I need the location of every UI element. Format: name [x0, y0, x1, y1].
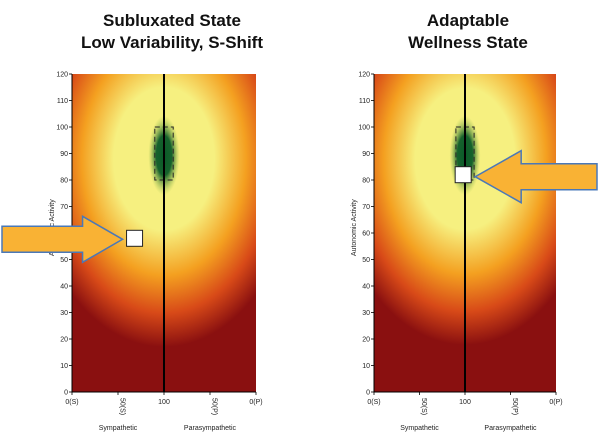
chart-title-right-line-1: Adaptable [426, 11, 510, 30]
chart-title-right-line-2: Wellness State [408, 33, 528, 52]
x-tick-label: 50(S) [119, 398, 126, 415]
x-label-parasympathetic: Parasympathetic [484, 425, 537, 432]
y-tick-label: 120 [358, 72, 370, 79]
x-tick-label: 0(S) [65, 399, 78, 406]
y-tick-label: 80 [362, 178, 370, 185]
y-tick-label: 50 [362, 257, 370, 264]
y-tick-label: 70 [60, 204, 68, 211]
y-tick-label: 0 [366, 390, 370, 397]
chart-panel-0: 01020304050607080901001101200(S)50(S)100… [1, 72, 263, 432]
x-label-sympathetic: Sympathetic [400, 425, 439, 432]
chart-title-right: Adaptable Wellness State [338, 10, 598, 54]
chart-title-left: Subluxated State Low Variability, S-Shif… [42, 10, 302, 54]
y-tick-label: 10 [60, 363, 68, 370]
current-state-marker-1 [454, 166, 472, 184]
x-tick-label: 0(S) [367, 399, 380, 406]
chart-panel-1: 0 10 20 30 40 50 60 70 80 90 100 110 120 0(S) 50(S) 100… [351, 72, 598, 432]
pointer-arrow-0 [1, 215, 125, 264]
y-tick-label: 110 [57, 98, 68, 105]
chart-title-left-line-2: Low Variability, S-Shift [81, 33, 263, 52]
y-tick-label: 50 [60, 257, 68, 264]
pointer-arrow-1 [473, 149, 598, 204]
x-tick-label: 50(P) [511, 398, 518, 415]
y-tick-label: 120 [56, 72, 68, 79]
y-tick-label: 30 [60, 310, 68, 317]
y-tick-label: 40 [60, 284, 68, 291]
y-tick-label: 110 [359, 98, 370, 105]
y-tick-label: 10 [362, 363, 370, 370]
x-tick-label: 50(S) [420, 398, 427, 415]
y-tick-label: 70 [362, 204, 370, 211]
chart-title-left-line-1: Subluxated State [103, 11, 241, 30]
y-tick-label: 30 [362, 310, 370, 317]
y-tick-label: 100 [56, 125, 68, 132]
current-state-marker-0 [126, 229, 144, 247]
y-tick-label: 20 [362, 337, 370, 344]
y-tick-label: 0 [64, 390, 68, 397]
x-label-sympathetic: Sympathetic [99, 425, 138, 432]
x-label-parasympathetic: Parasympathetic [184, 425, 237, 432]
y-axis-label: Autonomic Activity [351, 199, 358, 256]
y-tick-label: 100 [358, 125, 370, 132]
y-tick-label: 90 [60, 151, 68, 158]
y-tick-label: 90 [362, 151, 370, 158]
y-tick-label: 60 [362, 231, 370, 238]
x-tick-label: 0(P) [249, 399, 262, 406]
x-tick-label: 100 [459, 399, 471, 406]
y-tick-label: 20 [60, 337, 68, 344]
x-tick-label: 100 [158, 399, 170, 406]
y-tick-label: 40 [362, 284, 370, 291]
x-tick-label: 0(P) [549, 399, 562, 406]
x-tick-label: 50(P) [211, 398, 218, 415]
y-tick-label: 80 [60, 178, 68, 185]
